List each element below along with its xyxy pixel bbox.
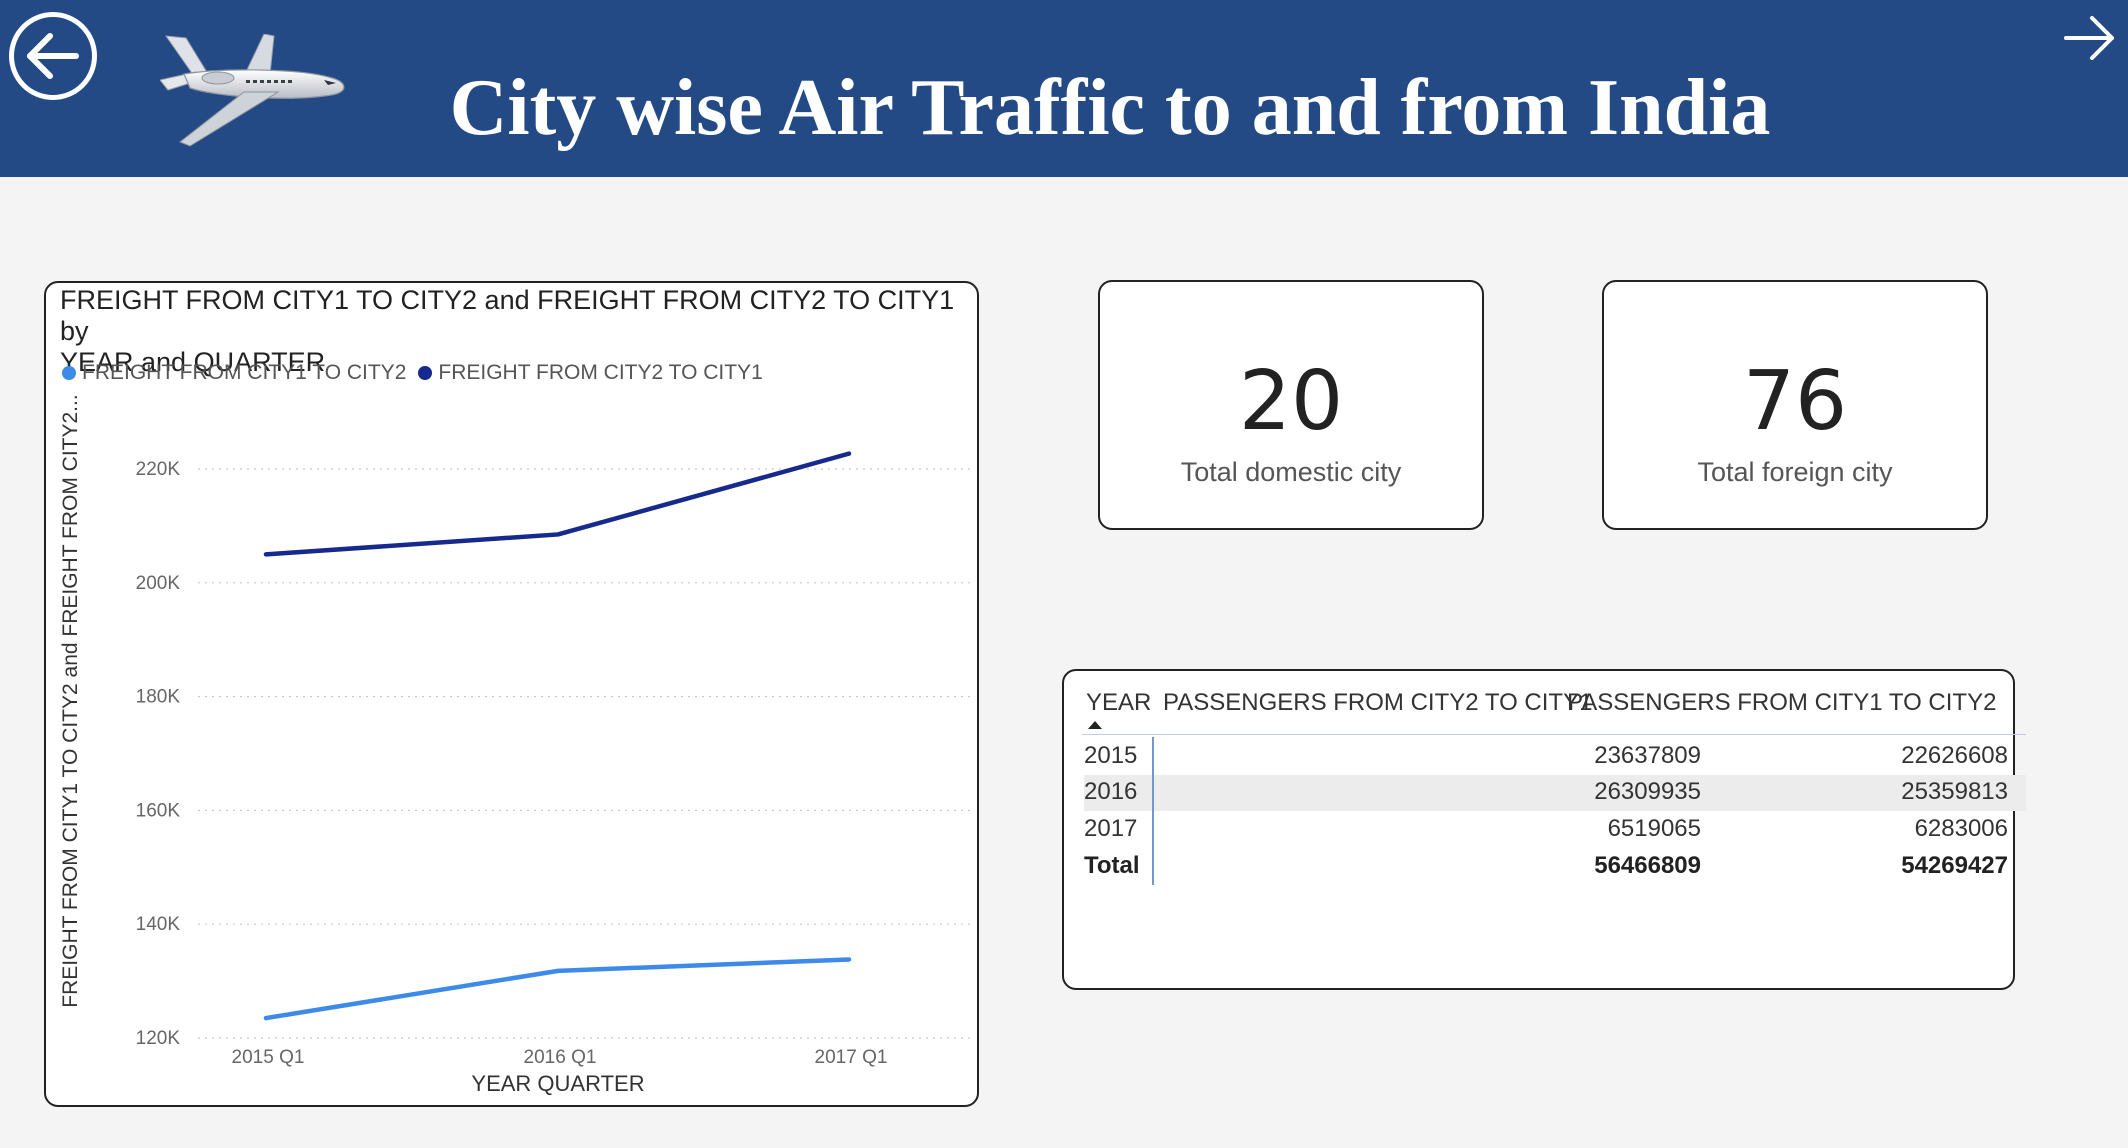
data-point <box>556 968 560 973</box>
chart-title-line-2: YEAR and QUARTER <box>60 347 326 377</box>
cell-year: 2017 <box>1084 815 1138 842</box>
header-bar: City wise Air Traffic to and from India <box>0 0 2128 177</box>
cell-city2-to-city1: 26309935 <box>1594 778 1701 805</box>
kpi-card-domestic: 20 Total domestic city <box>1098 280 1484 530</box>
y-tick-label: 120K <box>136 1028 181 1049</box>
cell-total-label: Total <box>1084 852 1140 879</box>
data-point <box>847 957 851 962</box>
sort-ascending-icon[interactable] <box>1088 721 1102 729</box>
cell-total-city2-to-city1: 56466809 <box>1594 852 1701 879</box>
back-arrow-circle-icon <box>27 33 79 79</box>
table-total-row: Total 56466809 54269427 <box>1084 849 2026 885</box>
data-point <box>847 451 851 456</box>
series-line-0 <box>263 957 852 1021</box>
freight-line-chart-panel: FREIGHT FROM CITY1 TO CITY2 and FREIGHT … <box>44 281 979 1107</box>
x-tick-label: 2016 Q1 <box>524 1047 597 1068</box>
y-tick-label: 220K <box>136 459 181 480</box>
passenger-table-panel: YEAR PASSENGERS FROM CITY2 TO CITY1 PASS… <box>1062 669 2026 990</box>
forward-arrow-icon[interactable] <box>2062 10 2118 66</box>
cell-year: 2016 <box>1084 778 1138 805</box>
y-tick-label: 160K <box>136 800 181 821</box>
column-divider <box>1152 737 1154 885</box>
cell-total-city1-to-city2: 54269427 <box>1901 852 2008 879</box>
kpi-label: Total domestic city <box>1180 457 1402 487</box>
airplane-icon <box>160 34 345 147</box>
cell-city1-to-city2: 6283006 <box>1914 815 2008 842</box>
cell-city2-to-city1: 23637809 <box>1594 742 1701 769</box>
cell-year: 2015 <box>1084 742 1138 769</box>
chart-title-line-1: FREIGHT FROM CITY1 TO CITY2 and FREIGHT … <box>60 285 955 346</box>
kpi-card-foreign: 76 Total foreign city <box>1602 280 1988 530</box>
data-point <box>264 552 268 557</box>
chart-legend: FREIGHT FROM CITY1 TO CITY2 FREIGHT FROM… <box>62 361 775 385</box>
cell-city1-to-city2: 25359813 <box>1901 778 2008 805</box>
legend-item-city1-to-city2[interactable]: FREIGHT FROM CITY1 TO CITY2 <box>62 361 406 385</box>
legend-dot-icon <box>62 366 76 380</box>
chart-title: FREIGHT FROM CITY1 TO CITY2 and FREIGHT … <box>60 285 960 378</box>
column-header-year[interactable]: YEAR <box>1086 689 1152 716</box>
data-point <box>556 532 560 537</box>
kpi-label: Total foreign city <box>1697 457 1893 487</box>
kpi-value: 20 <box>1238 354 1344 449</box>
x-tick-label: 2017 Q1 <box>815 1047 888 1068</box>
data-point <box>264 1016 268 1021</box>
header-divider <box>1082 734 2026 735</box>
x-axis-title: YEAR QUARTER <box>471 1071 644 1096</box>
freight-line-chart: 120K 140K 160K 180K 200K 220K 2015 Q1 2016 Q1 20… <box>59 394 971 1096</box>
legend-label: FREIGHT FROM CITY1 TO CITY2 <box>82 361 407 384</box>
table-row[interactable]: 2016 26309935 25359813 <box>1084 775 2026 811</box>
x-tick-label: 2015 Q1 <box>232 1047 305 1068</box>
column-header-passengers-city1-to-city2[interactable]: PASSENGERS FROM CITY1 TO CITY2 <box>1567 689 1997 716</box>
y-tick-label: 140K <box>136 914 181 935</box>
y-tick-label: 180K <box>136 687 181 708</box>
y-tick-label: 200K <box>136 573 181 594</box>
table-row[interactable]: 2015 23637809 22626608 <box>1084 739 2026 775</box>
cell-city1-to-city2: 22626608 <box>1901 742 2008 769</box>
legend-item-city2-to-city1[interactable]: FREIGHT FROM CITY2 TO CITY1 <box>418 361 763 385</box>
back-button[interactable] <box>9 12 97 100</box>
y-axis-title: FREIGHT FROM CITY1 TO CITY2 and FREIGHT … <box>59 394 82 1007</box>
table-row[interactable]: 2017 6519065 6283006 <box>1084 812 2026 848</box>
legend-label: FREIGHT FROM CITY2 TO CITY1 <box>438 361 763 384</box>
cell-city2-to-city1: 6519065 <box>1607 815 1701 842</box>
legend-dot-icon <box>418 366 433 380</box>
column-header-passengers-city2-to-city1[interactable]: PASSENGERS FROM CITY2 TO CITY1 <box>1163 689 1593 716</box>
page-title: City wise Air Traffic to and from India <box>449 64 1771 152</box>
kpi-value: 76 <box>1742 354 1848 449</box>
